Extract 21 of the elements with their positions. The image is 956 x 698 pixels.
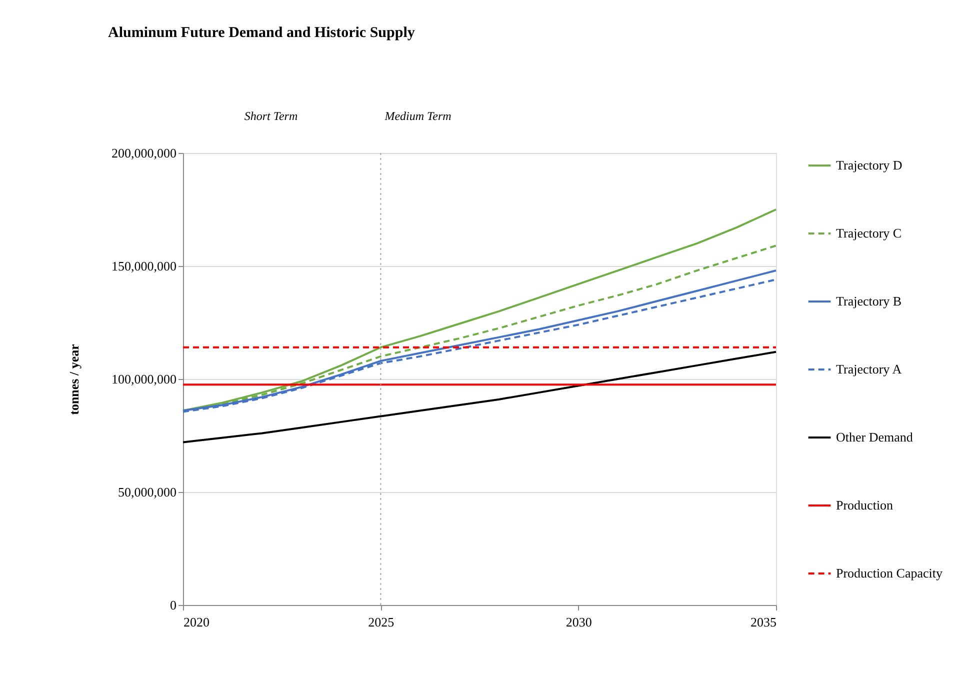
- x-tick-label: 2020: [184, 614, 210, 630]
- legend-label: Trajectory C: [836, 226, 902, 240]
- legend-label: Trajectory D: [836, 158, 902, 172]
- x-tick-label: 2035: [750, 614, 776, 630]
- legend-label: Other Demand: [836, 430, 914, 444]
- y-tick-label: 50,000,000: [118, 484, 176, 500]
- legend-label: Production Capacity: [836, 566, 944, 580]
- chart-title: Aluminum Future Demand and Historic Supply: [108, 25, 416, 41]
- legend-label: Trajectory B: [836, 294, 902, 308]
- y-tick-label: 150,000,000: [112, 258, 176, 274]
- y-tick-label: 100,000,000: [112, 372, 176, 386]
- x-tick-label: 2030: [566, 614, 592, 630]
- legend-label: Trajectory A: [836, 362, 902, 376]
- x-tick-label: 2025: [368, 614, 394, 630]
- y-tick-label: 200,000,000: [112, 146, 176, 160]
- legend-label: Production: [836, 498, 894, 512]
- text: Medium Term: [384, 109, 452, 123]
- text: Short Term: [244, 109, 298, 123]
- y-axis-title: tonnes / year: [66, 344, 82, 415]
- line-series: [182, 350, 777, 444]
- y-tick-label: 0: [170, 598, 176, 612]
